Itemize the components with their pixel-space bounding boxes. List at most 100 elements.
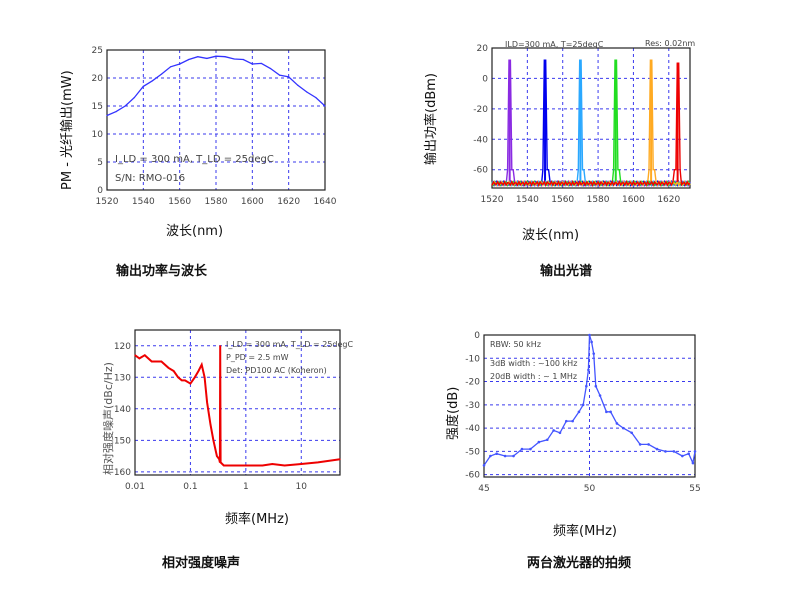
series-line-1530nm <box>491 59 691 188</box>
x-tick-label: 1600 <box>622 195 645 205</box>
y-tick-label: 0 <box>97 186 103 196</box>
x-tick-label: 10 <box>296 482 308 492</box>
data-point <box>520 447 524 451</box>
annotation: Det: PD100 AC (Koheron) <box>226 366 327 375</box>
data-point <box>300 463 302 465</box>
x-tick-label: 1580 <box>587 195 610 205</box>
data-point <box>283 464 286 467</box>
series-line-beat <box>483 334 696 466</box>
annotation: S/N: RMO-016 <box>115 173 185 184</box>
series-line-1590nm <box>491 59 691 188</box>
y-tick-label: -20 <box>465 378 480 388</box>
y-tick-label: 0 <box>474 331 480 341</box>
chart-2: 1520 1540 1560 1580 1600 1620 -60 -40 -20 0 20 ILD=… <box>473 39 695 205</box>
data-point <box>124 105 126 107</box>
data-point <box>615 422 619 425</box>
chart-4: 45 50 55 0 -10 -20 -30 -40 -50 -60 RBW: 50 kHz 3dB … <box>465 331 700 494</box>
data-point <box>317 461 319 463</box>
data-point <box>242 58 244 61</box>
data-point <box>564 419 568 423</box>
y-tick-label: 15 <box>92 102 103 112</box>
data-point <box>197 56 199 58</box>
data-point <box>489 454 492 458</box>
x-tick-label: 1620 <box>657 195 680 205</box>
data-point <box>215 55 217 57</box>
y-tick-label: -50 <box>465 447 480 457</box>
data-point <box>594 384 598 388</box>
data-point <box>297 84 299 86</box>
chart3-xlabel: 频率(MHz) <box>225 512 289 527</box>
x-tick-label: 1540 <box>516 195 539 205</box>
data-point <box>577 410 581 414</box>
data-point <box>482 464 486 467</box>
chart4-caption: 两台激光器的拍频 <box>527 556 632 571</box>
chart4-ylabel: 强度(dB) <box>446 386 461 440</box>
data-point <box>495 452 498 456</box>
data-point <box>571 419 574 423</box>
annotation: 3dB width : ~100 kHz <box>490 359 577 368</box>
plot-frame <box>491 47 691 189</box>
data-point <box>224 56 226 58</box>
x-tick-label: 1620 <box>277 197 300 207</box>
data-point <box>144 354 146 356</box>
x-tick-label: 1520 <box>96 197 119 207</box>
data-point <box>693 450 697 453</box>
data-point <box>209 423 212 426</box>
data-point <box>585 384 588 388</box>
chart3-caption: 相对强度噪声 <box>162 556 241 571</box>
data-point <box>552 429 555 432</box>
chart2-caption: 输出光谱 <box>540 264 593 279</box>
data-point <box>339 458 341 460</box>
data-point <box>216 455 218 457</box>
y-tick-label: -10 <box>465 354 480 364</box>
data-point <box>233 58 235 60</box>
annotation: ILD=300 mA, T=25degC <box>505 40 604 49</box>
x-tick-label: 1540 <box>132 197 155 207</box>
data-point <box>587 368 590 372</box>
data-point <box>288 76 290 78</box>
series-line-1625nm <box>491 62 691 188</box>
data-point <box>115 111 117 113</box>
annotation: P_PD = 2.5 mW <box>226 353 289 362</box>
series-line-RIN <box>134 345 341 467</box>
data-point <box>206 401 208 404</box>
data-point <box>236 464 238 467</box>
data-point <box>167 367 169 369</box>
data-point <box>133 97 135 99</box>
x-tick-label: 1560 <box>168 197 191 207</box>
y-tick-label: 5 <box>97 158 103 168</box>
data-point <box>630 431 633 435</box>
data-point <box>245 464 247 467</box>
plot-frame <box>134 329 341 476</box>
chart1-caption: 输出功率与波长 <box>116 264 208 279</box>
x-tick-label: 0.01 <box>125 482 145 492</box>
series-line-1610nm <box>491 59 691 188</box>
data-point <box>598 394 602 397</box>
data-point <box>503 454 507 458</box>
data-point <box>201 364 203 366</box>
data-point <box>306 91 308 93</box>
data-point <box>194 376 196 378</box>
data-point <box>537 440 541 444</box>
data-point <box>181 379 183 382</box>
chart-1: 1520 1540 1560 1580 1600 1620 16400510152025I_… <box>92 46 337 207</box>
y-tick-label: 10 <box>92 130 104 140</box>
y-tick-label: 130 <box>114 373 131 383</box>
y-tick-label: -60 <box>473 166 488 176</box>
data-point <box>324 105 326 107</box>
data-point <box>588 333 591 337</box>
x-tick-label: 1600 <box>241 197 264 207</box>
y-tick-label: -40 <box>473 135 488 145</box>
data-point <box>160 360 163 363</box>
data-point <box>546 438 549 442</box>
data-point <box>647 443 650 446</box>
chart1-ylabel: PM - 光纤输出(mW) <box>60 70 75 190</box>
data-point <box>664 450 667 453</box>
data-point <box>151 80 154 82</box>
y-tick-label: 20 <box>92 74 104 84</box>
data-point <box>271 463 273 465</box>
data-point <box>218 458 220 460</box>
data-point <box>189 382 192 385</box>
chart2-ylabel: 输出功率(dBm) <box>424 73 439 165</box>
annotation: Res: 0.02nm <box>645 39 695 48</box>
